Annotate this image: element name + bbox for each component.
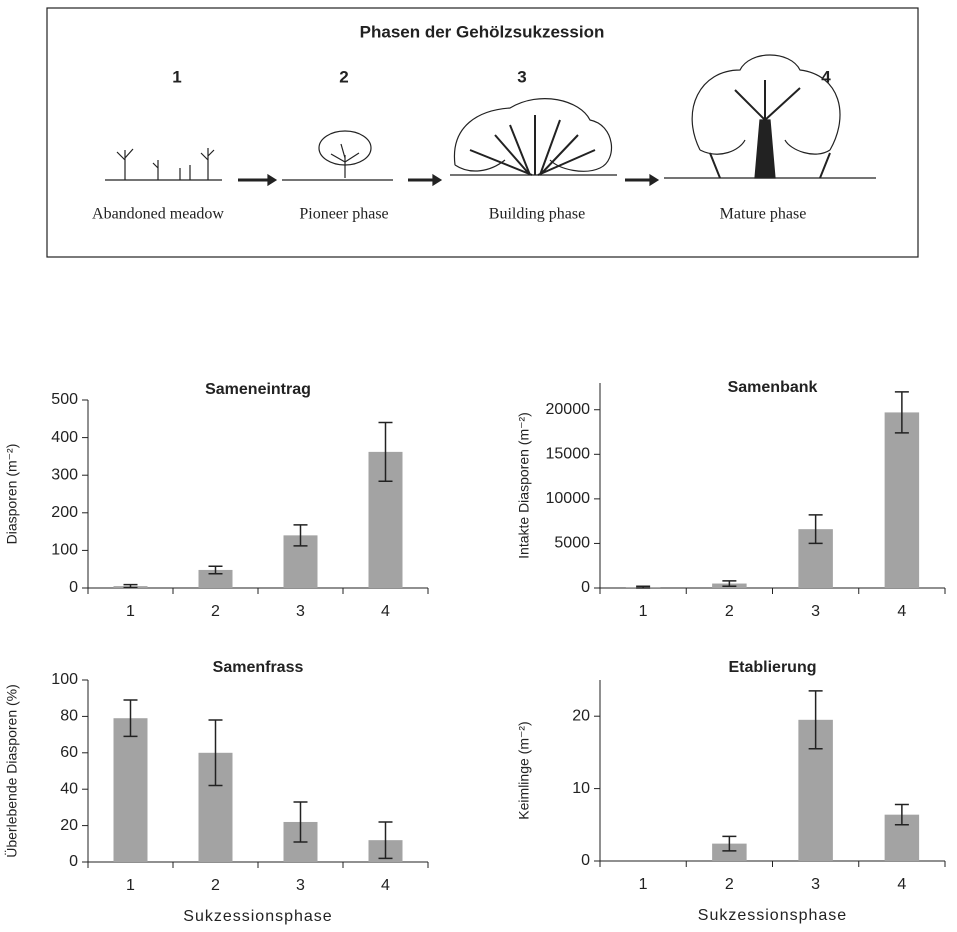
x-tick-label: 2 [725,876,734,893]
y-tick-label: 10 [572,780,590,797]
phase-label: Abandoned meadow [92,206,224,223]
x-tick-label: 1 [126,877,135,894]
y-tick-label: 0 [581,852,590,869]
error-bar [894,803,909,826]
y-axis-label: Überlebende Diasporen (%) [3,684,20,858]
x-tick-label: 3 [811,876,820,893]
error-bar [894,391,909,434]
phase-label: Building phase [489,206,585,223]
diagram [105,54,876,187]
pioneer-crown [318,130,372,166]
x-tick-label: 1 [126,603,135,620]
y-tick-label: 0 [69,579,78,596]
phase-number: 3 [517,67,526,86]
y-tick-label: 10000 [546,490,591,507]
x-axis-label: Sukzessionsphase [183,908,332,925]
shrubs [116,148,215,180]
phase-number: 4 [821,67,831,86]
phase-number: 1 [172,67,181,86]
y-tick-label: 100 [51,542,78,559]
y-tick-label: 0 [69,853,78,870]
y-tick-label: 80 [60,708,78,725]
phase-label: Pioneer phase [299,206,388,223]
chart-title: Samenfrass [213,659,304,676]
chart-title: Samenbank [728,379,818,396]
x-tick-label: 2 [211,877,220,894]
mature-branches [709,80,831,179]
building-stems [469,115,596,176]
error-bar [123,699,138,738]
error-bar [123,583,138,589]
diagram-frame [46,7,919,258]
y-tick-label: 20 [572,707,590,724]
error-bar [378,421,393,482]
x-tick-label: 3 [811,603,820,620]
x-tick-label: 1 [639,876,648,893]
y-tick-label: 5000 [554,535,590,552]
arrow-head [649,173,660,187]
mature-trunk [754,119,776,179]
y-tick-label: 15000 [546,446,591,463]
error-bar [293,524,308,547]
x-tick-label: 4 [897,876,906,893]
y-tick-label: 200 [51,504,78,521]
y-axis-label: Diasporen (m⁻²) [4,444,20,545]
chart-title: Sameneintrag [205,381,311,398]
error-bar [378,821,393,860]
x-axis-label: Sukzessionsphase [698,907,847,924]
error-bar [808,514,823,545]
y-tick-label: 40 [60,780,78,797]
y-tick-label: 0 [581,579,590,596]
y-tick-label: 400 [51,429,78,446]
bar [198,569,233,588]
y-tick-label: 100 [51,671,78,688]
x-tick-label: 1 [639,603,648,620]
x-tick-label: 4 [381,603,390,620]
pioneer-tree [330,143,360,178]
x-tick-label: 4 [381,877,390,894]
x-tick-label: 3 [296,603,305,620]
x-tick-label: 4 [897,603,906,620]
x-tick-label: 3 [296,877,305,894]
y-tick-label: 60 [60,744,78,761]
y-tick-label: 20 [60,817,78,834]
x-tick-label: 2 [211,603,220,620]
error-bar [808,690,823,750]
bar [712,843,747,861]
bar [113,718,148,862]
error-bar [722,835,737,852]
error-bar [293,801,308,843]
x-tick-label: 2 [725,603,734,620]
phase-number: 2 [339,67,348,86]
y-axis-label: Intakte Diasporen (m⁻²) [516,412,532,559]
y-tick-label: 300 [51,466,78,483]
chart-title: Etablierung [728,659,816,676]
phase-label: Mature phase [720,206,807,223]
y-axis-label: Keimlinge (m⁻²) [516,721,532,819]
error-bar [208,565,223,575]
building-crown [453,98,613,172]
arrow-head [267,173,278,187]
bar [884,412,920,588]
diagram-title: Phasen der Gehölzsukzession [360,22,605,41]
mature-crown [691,54,841,155]
error-bar [636,585,651,589]
y-tick-label: 500 [51,391,78,408]
arrow-head [432,173,443,187]
error-bar [722,580,737,587]
y-tick-label: 20000 [546,401,591,418]
error-bar [208,719,223,787]
